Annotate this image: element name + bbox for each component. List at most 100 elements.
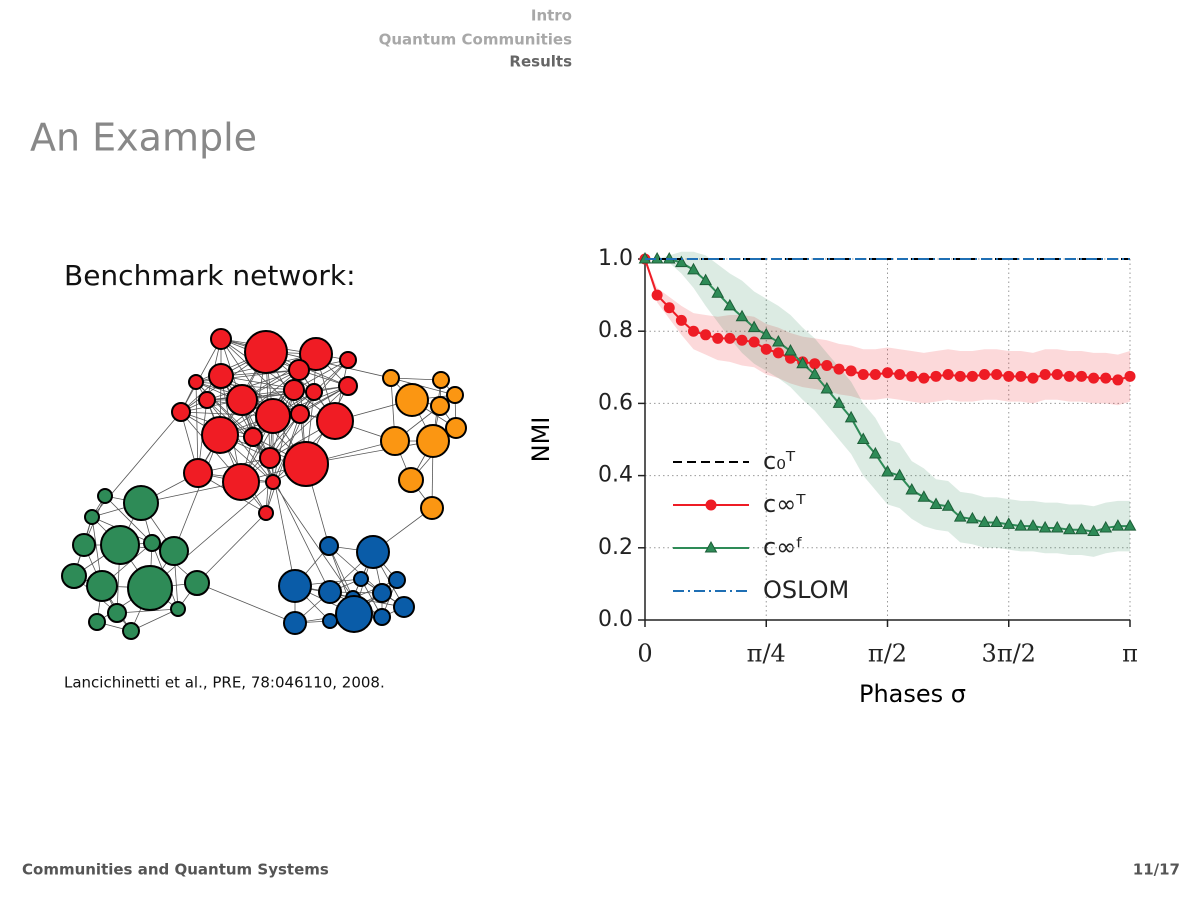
data-point [833, 363, 845, 375]
network-node [198, 391, 216, 409]
network-node [356, 535, 390, 569]
data-point [735, 309, 749, 322]
y-tick-label: 0.2 [598, 535, 633, 560]
data-point [712, 332, 724, 344]
data-point [1100, 372, 1112, 384]
network-node [335, 595, 373, 633]
data-point [759, 327, 773, 340]
x-tick-label: 0 [637, 640, 652, 668]
x-axis-label: Phases σ [859, 680, 966, 708]
network-node [184, 570, 210, 596]
network-node [259, 447, 281, 469]
data-point [699, 273, 712, 286]
network-node [283, 611, 307, 635]
data-point [1075, 522, 1088, 535]
network-node [72, 533, 96, 557]
network-node [97, 488, 113, 504]
network-edge [390, 377, 456, 396]
network-node [322, 613, 338, 629]
data-point [1088, 372, 1100, 384]
data-point [688, 325, 700, 337]
data-point [1123, 519, 1137, 531]
network-node [188, 374, 204, 390]
data-point [1112, 374, 1124, 386]
data-point [881, 464, 894, 477]
network-edge [269, 385, 349, 459]
network-node [171, 402, 191, 422]
network-node [255, 398, 291, 434]
network-node [395, 383, 429, 417]
network-node [258, 505, 274, 521]
network-node [283, 441, 329, 487]
network-edge [180, 338, 222, 413]
network-edge [269, 391, 315, 459]
network-edge [220, 338, 301, 415]
data-point [1038, 520, 1052, 533]
network-node [243, 427, 263, 447]
network-edge [265, 413, 301, 514]
network-node [299, 337, 333, 371]
network-node [122, 622, 140, 640]
data-point [809, 358, 821, 370]
network-edge [272, 481, 354, 599]
data-point [784, 344, 797, 356]
data-point [808, 367, 822, 380]
network-node [201, 416, 239, 454]
network-edge [328, 545, 383, 594]
network-node [382, 369, 400, 387]
nav-section[interactable]: Intro [531, 7, 572, 25]
network-node [86, 570, 118, 602]
network-edge [195, 381, 199, 474]
data-point [1063, 522, 1076, 535]
data-point [882, 367, 893, 379]
network-node [226, 384, 258, 416]
network-node [319, 536, 339, 556]
nav-section[interactable]: Results [509, 53, 572, 71]
data-point [1124, 370, 1136, 382]
data-point [700, 329, 712, 341]
data-point [893, 468, 906, 481]
data-point [869, 369, 881, 381]
data-point [736, 334, 748, 346]
data-point [1015, 370, 1027, 382]
network-edge [104, 495, 153, 544]
data-point [675, 255, 688, 268]
data-point [845, 365, 857, 377]
data-point [844, 410, 858, 423]
data-point [978, 369, 990, 381]
data-point [711, 286, 725, 298]
data-point [918, 372, 930, 384]
network-node [380, 426, 410, 456]
legend-marker [704, 540, 718, 553]
y-tick-label: 0.6 [598, 390, 633, 415]
data-point [978, 515, 991, 528]
network-edge [196, 512, 267, 584]
data-point [832, 396, 846, 408]
data-point [1014, 519, 1028, 531]
data-point [1027, 372, 1039, 384]
network-node [318, 580, 342, 604]
page-number: 11/17 [1133, 861, 1180, 879]
data-point [796, 356, 809, 369]
network-node [265, 474, 281, 490]
data-point [1075, 370, 1087, 382]
x-tick-label: π/4 [747, 640, 786, 668]
network-node [339, 351, 357, 369]
network-edge [116, 608, 179, 614]
network-node [61, 563, 87, 589]
network-node [353, 571, 369, 587]
network-edge [220, 375, 271, 459]
network-diagram [61, 328, 467, 640]
network-node [222, 463, 260, 501]
x-tick-label: π [1122, 640, 1138, 668]
footer-title: Communities and Quantum Systems [22, 861, 329, 879]
network-node [288, 359, 310, 381]
error-band [645, 259, 1130, 406]
data-point [1002, 517, 1016, 529]
network-node [278, 569, 312, 603]
network-node [445, 417, 467, 439]
data-point [1026, 519, 1040, 531]
data-point [930, 370, 942, 382]
data-point [942, 369, 954, 381]
nav-section[interactable]: Quantum Communities [379, 31, 572, 49]
